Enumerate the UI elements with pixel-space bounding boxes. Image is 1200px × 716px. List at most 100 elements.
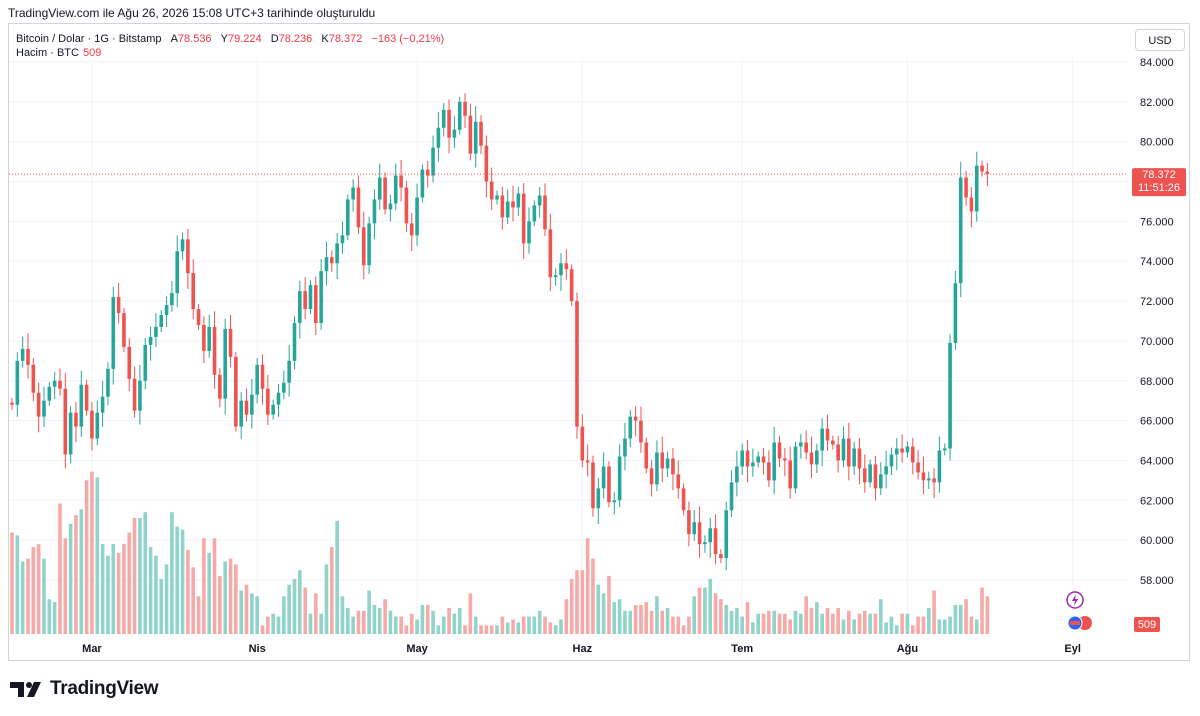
volume-bar <box>250 593 254 634</box>
volume-bar <box>644 602 649 634</box>
volume-bar <box>415 619 419 634</box>
candle <box>314 285 318 323</box>
volume-bar <box>122 544 126 634</box>
volume-bar <box>10 532 14 634</box>
volume-bar <box>516 622 521 634</box>
volume-bar <box>841 619 846 634</box>
volume-bar <box>825 607 830 634</box>
volume-bar <box>79 509 84 634</box>
volume-bar <box>852 619 856 634</box>
high-label: Y <box>220 33 228 45</box>
volume-bar <box>367 590 371 634</box>
candle <box>681 488 686 511</box>
candle <box>425 169 430 176</box>
volume-bar <box>767 610 771 634</box>
volume-bar <box>31 547 36 634</box>
candle <box>511 201 515 208</box>
candle <box>761 456 766 463</box>
candle <box>500 195 505 218</box>
candle <box>772 442 776 481</box>
x-tick-label: Ağu <box>897 643 918 655</box>
candle <box>170 293 174 306</box>
candle <box>36 392 41 417</box>
candle <box>825 428 830 441</box>
candle <box>921 472 926 481</box>
currency-button[interactable]: USD <box>1135 29 1185 51</box>
candle <box>47 386 52 401</box>
symbol-name[interactable]: Bitcoin / Dolar · 1G · Bitstamp <box>16 33 162 45</box>
volume-bar <box>340 596 345 634</box>
tradingview-logo[interactable]: TradingView <box>10 678 159 700</box>
volume-bar <box>132 518 137 634</box>
volume-bar <box>729 610 734 634</box>
close-value: 78.372 <box>328 33 363 45</box>
candle <box>52 380 57 387</box>
volume-bar <box>521 616 526 634</box>
volume-bar <box>308 613 313 634</box>
volume-bar <box>431 610 435 634</box>
volume-bar <box>863 610 867 634</box>
y-tick-label: 58.000 <box>1140 575 1174 587</box>
x-tick-label: Mar <box>82 643 102 655</box>
candle <box>639 420 643 443</box>
volume-bar <box>788 619 792 634</box>
candle <box>958 177 963 284</box>
candle <box>751 462 755 467</box>
candle <box>847 438 851 467</box>
volume-bar <box>36 544 41 634</box>
volume-bar <box>708 578 713 634</box>
volume-bar <box>953 605 958 634</box>
candle <box>393 175 398 204</box>
candle <box>95 412 100 439</box>
volume-bar <box>186 549 190 634</box>
volume-bar <box>399 616 403 634</box>
y-tick-label: 60.000 <box>1140 535 1174 547</box>
volume-bar <box>543 616 547 634</box>
volume-bar <box>942 619 947 634</box>
y-tick-label: 76.000 <box>1140 216 1174 228</box>
volume-bar <box>783 613 787 634</box>
volume-bar <box>910 625 915 634</box>
volume-bar <box>223 561 227 634</box>
volume-bar <box>271 613 275 634</box>
volume-bar <box>95 477 100 634</box>
volume-bar <box>425 605 430 634</box>
candle <box>441 109 446 128</box>
last-price-value: 78.372 <box>1142 169 1176 181</box>
volume-bar <box>985 596 990 634</box>
volume-bar <box>831 613 835 634</box>
volume-bar <box>761 613 766 634</box>
grid-lines <box>9 58 1128 634</box>
volume-bar <box>751 622 755 634</box>
volume-bar <box>857 613 862 634</box>
candle <box>111 297 116 369</box>
candle <box>532 205 537 222</box>
candle <box>447 109 451 138</box>
event-markers <box>1066 591 1092 631</box>
candle <box>852 448 856 467</box>
volume-bar <box>202 538 206 634</box>
volume-bar <box>847 610 851 634</box>
volume-bar <box>260 625 265 634</box>
volume-bar <box>457 607 462 634</box>
candle <box>857 448 862 469</box>
candle <box>186 239 190 274</box>
candle <box>745 450 750 467</box>
symbol-legend[interactable]: Bitcoin / Dolar · 1G · Bitstamp A78.536 … <box>16 32 444 46</box>
volume-legend[interactable]: Hacim · BTC 509 <box>16 47 101 59</box>
candle <box>926 478 931 481</box>
volume-bar <box>314 593 318 634</box>
volume-bar <box>905 613 910 634</box>
candle <box>889 454 894 467</box>
volume-bar <box>612 602 617 634</box>
last-price-tag <box>1132 168 1186 197</box>
volume-bar <box>383 599 387 634</box>
volume-bar <box>745 602 750 634</box>
candle <box>623 438 627 457</box>
price-axis: 84.00082.00080.00078.00076.00074.00072.0… <box>1140 57 1174 587</box>
candle <box>106 368 110 397</box>
volume-bar <box>234 564 238 634</box>
volume-bar <box>228 558 233 634</box>
volume-bar <box>90 471 94 634</box>
